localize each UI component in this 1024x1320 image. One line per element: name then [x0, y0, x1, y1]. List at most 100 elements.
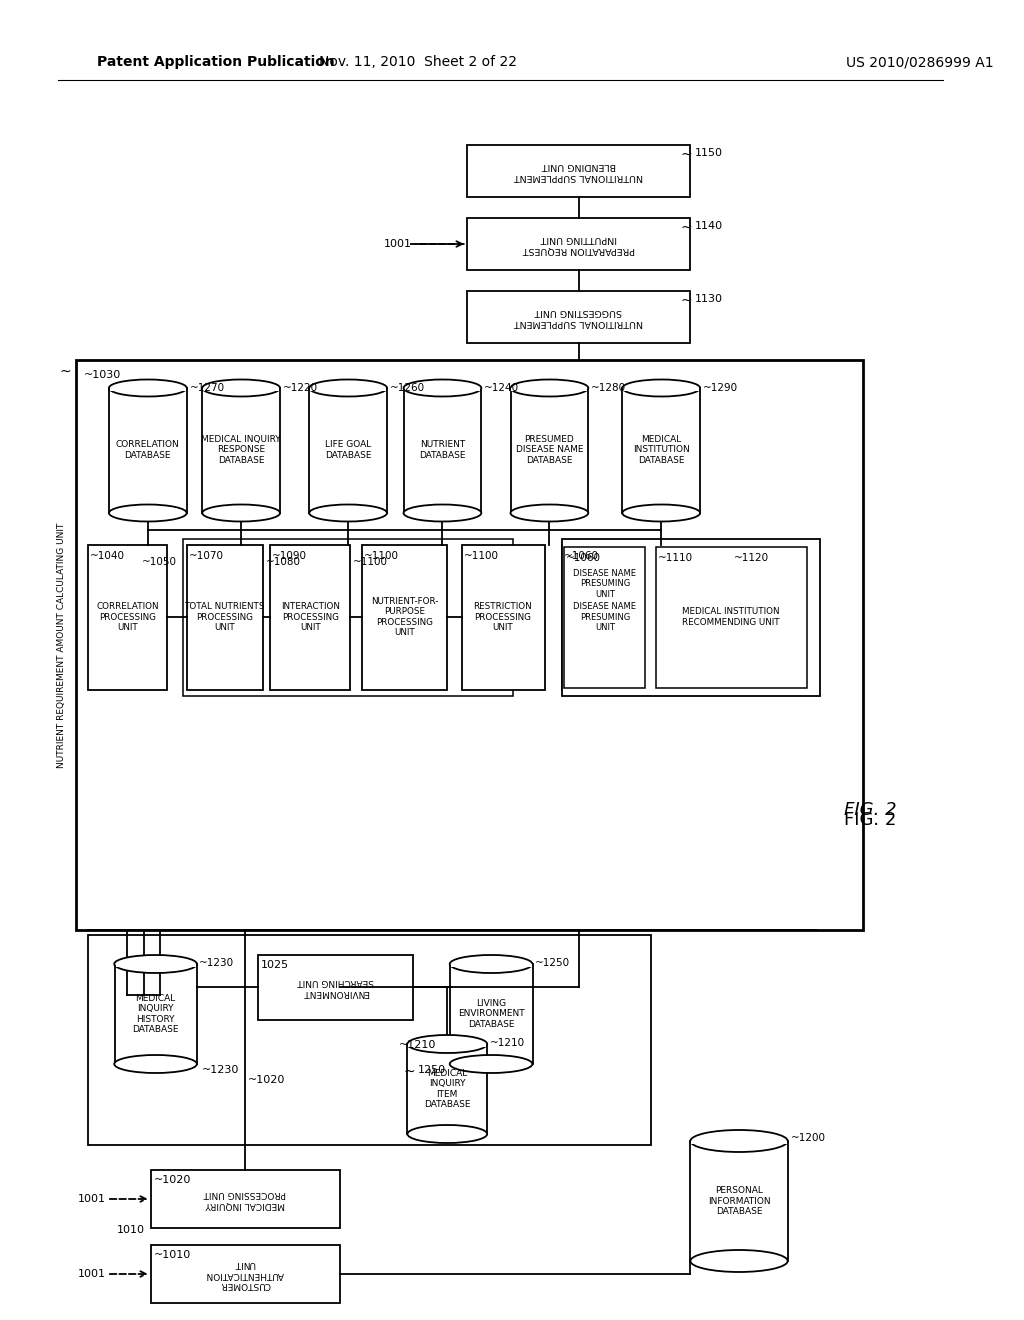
- Text: ~1050: ~1050: [142, 557, 177, 568]
- Text: ~1040: ~1040: [89, 550, 125, 561]
- Bar: [409, 1044, 486, 1047]
- Text: ~: ~: [681, 148, 692, 162]
- Bar: [151, 1170, 340, 1228]
- Ellipse shape: [309, 504, 387, 521]
- Text: ~1060: ~1060: [564, 550, 599, 561]
- Ellipse shape: [408, 1125, 487, 1143]
- Text: ~1210: ~1210: [490, 1038, 525, 1048]
- Text: ~1270: ~1270: [189, 383, 224, 393]
- Text: NUTRITIONAL SUPPLEMENT
BLENDING UNIT: NUTRITIONAL SUPPLEMENT BLENDING UNIT: [514, 161, 643, 181]
- Text: FIG. 2: FIG. 2: [844, 810, 896, 829]
- Text: DISEASE NAME
PRESUMING
UNIT: DISEASE NAME PRESUMING UNIT: [573, 569, 636, 599]
- Ellipse shape: [309, 380, 387, 396]
- Bar: [115, 964, 198, 1064]
- Text: NUTRIENT REQUIREMENT AMOUNT CALCULATING UNIT: NUTRIENT REQUIREMENT AMOUNT CALCULATING …: [56, 523, 66, 768]
- Ellipse shape: [623, 380, 700, 396]
- Bar: [451, 964, 532, 1064]
- Text: Nov. 11, 2010  Sheet 2 of 22: Nov. 11, 2010 Sheet 2 of 22: [319, 55, 517, 69]
- Text: MEDICAL
INSTITUTION
DATABASE: MEDICAL INSTITUTION DATABASE: [633, 436, 689, 465]
- Text: LIVING
ENVIRONMENT
DATABASE: LIVING ENVIRONMENT DATABASE: [458, 999, 524, 1028]
- Text: ~1290: ~1290: [703, 383, 738, 393]
- Bar: [624, 388, 699, 391]
- Bar: [87, 545, 167, 690]
- Bar: [361, 545, 447, 690]
- Bar: [511, 388, 589, 513]
- Text: 1010: 1010: [117, 1225, 144, 1236]
- Bar: [467, 218, 690, 271]
- Ellipse shape: [623, 504, 700, 521]
- Text: ~1250: ~1250: [535, 958, 570, 968]
- Text: US 2010/0286999 A1: US 2010/0286999 A1: [846, 55, 993, 69]
- Bar: [116, 964, 197, 968]
- Bar: [186, 545, 262, 690]
- Bar: [452, 964, 531, 968]
- Text: RESTRICTION
PROCESSING
UNIT: RESTRICTION PROCESSING UNIT: [473, 602, 532, 632]
- Text: CORRELATION
PROCESSING
UNIT: CORRELATION PROCESSING UNIT: [96, 602, 159, 632]
- Text: ~1220: ~1220: [283, 383, 318, 393]
- Text: ~1090: ~1090: [272, 550, 307, 561]
- Text: ~1280: ~1280: [591, 383, 627, 393]
- Bar: [109, 388, 186, 513]
- Bar: [564, 546, 645, 688]
- Ellipse shape: [690, 1130, 787, 1152]
- Bar: [623, 388, 700, 513]
- Text: 1025: 1025: [260, 960, 289, 970]
- Ellipse shape: [450, 954, 532, 973]
- Bar: [467, 145, 690, 197]
- Text: 1001: 1001: [384, 239, 412, 249]
- Text: 1150: 1150: [695, 148, 723, 158]
- Text: ~1240: ~1240: [484, 383, 519, 393]
- Bar: [110, 388, 185, 391]
- Text: NUTRIENT-FOR-
PURPOSE
PROCESSING
UNIT: NUTRIENT-FOR- PURPOSE PROCESSING UNIT: [371, 597, 438, 638]
- Ellipse shape: [115, 1055, 197, 1073]
- Text: ~1230: ~1230: [203, 1065, 240, 1074]
- Text: ~1060: ~1060: [566, 553, 601, 564]
- Ellipse shape: [109, 380, 186, 396]
- Bar: [690, 1140, 787, 1261]
- Text: ~1010: ~1010: [154, 1250, 190, 1261]
- Text: ~1070: ~1070: [188, 550, 223, 561]
- Text: ~1020: ~1020: [248, 1074, 286, 1085]
- Text: ~1080: ~1080: [265, 557, 300, 568]
- Ellipse shape: [203, 380, 280, 396]
- Bar: [656, 546, 807, 688]
- Text: MEDICAL INQUIRY
RESPONSE
DATABASE: MEDICAL INQUIRY RESPONSE DATABASE: [202, 436, 281, 465]
- Text: MEDICAL
INQUIRY
ITEM
DATABASE: MEDICAL INQUIRY ITEM DATABASE: [424, 1069, 471, 1109]
- Ellipse shape: [403, 380, 481, 396]
- Text: MEDICAL INQUIRY
PROCESSING UNIT: MEDICAL INQUIRY PROCESSING UNIT: [204, 1189, 287, 1209]
- Text: FIG. 2: FIG. 2: [844, 801, 897, 818]
- Text: ENVIRONMENT
SEARCHING UNIT: ENVIRONMENT SEARCHING UNIT: [297, 977, 374, 997]
- Text: ~1100: ~1100: [464, 550, 499, 561]
- Text: ~: ~: [681, 294, 692, 308]
- Ellipse shape: [450, 1055, 532, 1073]
- Text: DISEASE NAME
PRESUMING
UNIT: DISEASE NAME PRESUMING UNIT: [573, 602, 636, 632]
- Text: ~1100: ~1100: [353, 557, 388, 568]
- Text: LIFE GOAL
DATABASE: LIFE GOAL DATABASE: [325, 441, 372, 459]
- Bar: [203, 388, 280, 513]
- Text: ~1110: ~1110: [658, 553, 693, 564]
- Text: 1130: 1130: [695, 294, 723, 304]
- Text: NUTRIENT
DATABASE: NUTRIENT DATABASE: [419, 441, 466, 459]
- Text: CUSTOMER
AUTHENTICATION
UNIT: CUSTOMER AUTHENTICATION UNIT: [206, 1259, 285, 1288]
- Ellipse shape: [408, 1035, 487, 1053]
- Text: 1140: 1140: [695, 220, 723, 231]
- Text: ~: ~: [59, 366, 71, 379]
- Ellipse shape: [115, 954, 197, 973]
- Text: ~1120: ~1120: [734, 553, 769, 564]
- Bar: [258, 954, 414, 1020]
- Text: TOTAL NUTRIENTS
PROCESSING
UNIT: TOTAL NUTRIENTS PROCESSING UNIT: [184, 602, 265, 632]
- Text: ~1230: ~1230: [200, 958, 234, 968]
- Bar: [87, 935, 651, 1144]
- Text: ~1030: ~1030: [84, 370, 121, 380]
- Bar: [511, 388, 588, 391]
- Bar: [270, 545, 350, 690]
- Text: PRESUMED
DISEASE NAME
DATABASE: PRESUMED DISEASE NAME DATABASE: [516, 436, 583, 465]
- Bar: [565, 622, 645, 684]
- Text: 1250: 1250: [418, 1065, 446, 1074]
- Bar: [562, 545, 647, 690]
- Ellipse shape: [109, 504, 186, 521]
- Text: Patent Application Publication: Patent Application Publication: [97, 55, 335, 69]
- Bar: [183, 539, 513, 696]
- Text: PERSONAL
INFORMATION
DATABASE: PERSONAL INFORMATION DATABASE: [708, 1187, 770, 1216]
- Ellipse shape: [203, 504, 280, 521]
